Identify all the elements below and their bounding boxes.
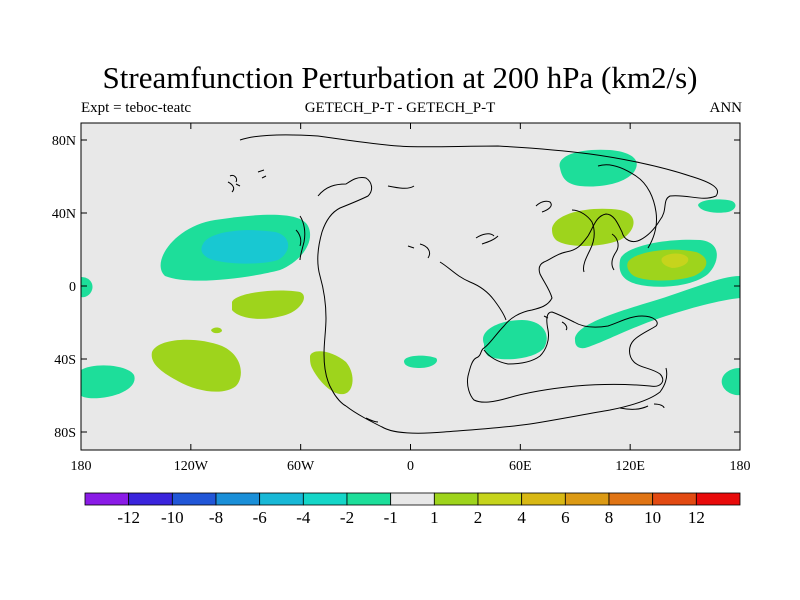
contour-neg-mid-atlantic	[404, 355, 438, 368]
colorbar-swatch	[128, 492, 173, 506]
colorbar-swatch	[695, 492, 741, 506]
colorbar-swatch	[652, 492, 697, 506]
colorbar-label: -6	[252, 508, 267, 527]
colorbar-swatch	[564, 492, 610, 506]
x-tick-label: 180	[71, 459, 92, 474]
colorbar-label: -8	[208, 508, 224, 527]
map-background	[81, 123, 740, 450]
colorbar-swatch	[477, 492, 523, 506]
colorbar-swatch	[302, 492, 348, 506]
contour-neg2-north-pacific	[201, 230, 289, 264]
coast-island-chain-1	[227, 169, 267, 193]
x-tick-label: 180	[730, 459, 751, 474]
colorbar-swatch	[84, 492, 130, 506]
coast-antarctic-fragments	[365, 403, 665, 423]
coastlines	[227, 134, 718, 434]
coast-island-east	[571, 209, 619, 273]
x-tick-label: 120W	[174, 459, 209, 474]
x-tick-label: 60E	[509, 459, 532, 474]
colorbar-swatch	[608, 492, 654, 506]
colorbar-label: 4	[517, 508, 526, 527]
colorbar-swatch	[521, 492, 566, 506]
x-tick-label: 120E	[615, 459, 645, 474]
season-label: ANN	[709, 100, 743, 116]
y-tick-label: 80S	[54, 426, 76, 441]
colorbar-swatch	[171, 492, 217, 506]
coast-east-arc	[597, 164, 657, 249]
colorbar-label: 1	[430, 508, 439, 527]
contour-pos-east-pacific	[232, 290, 304, 319]
x-tick-label: 0	[407, 459, 414, 474]
axis-ticks: 80N 40N 0 40S 80S 180 120W 60W 0 60E 120E 180	[52, 123, 751, 474]
model-label: GETECH_P-T - GETECH_P-T	[304, 100, 496, 116]
contour-neg-north-pacific-east	[698, 199, 736, 213]
coast-small-islands	[235, 183, 568, 331]
coast-island-chain-3	[295, 215, 306, 261]
contour-pos-south-america	[310, 351, 353, 395]
contour-neg-indian-band	[574, 276, 740, 349]
colorbar-label: -10	[160, 508, 184, 527]
contour-pos-tropical-pacific-small	[211, 327, 222, 334]
colorbar-label: -4	[296, 508, 311, 527]
contour-neg-north-asia	[559, 149, 637, 187]
colorbar	[84, 492, 741, 506]
y-tick-label: 0	[69, 280, 76, 295]
colorbar-swatch	[346, 492, 392, 506]
colorbar-label: 8	[604, 508, 614, 527]
colorbar-label: 12	[687, 508, 705, 527]
colorbar-swatch	[390, 492, 435, 506]
coast-south-landmass	[345, 367, 668, 434]
contour-fills	[81, 149, 740, 399]
colorbar-label: -12	[117, 508, 140, 527]
colorbar-swatch	[259, 492, 304, 506]
colorbar-label: -1	[383, 508, 398, 527]
y-tick-label: 40N	[52, 207, 76, 222]
y-tick-label: 40S	[54, 353, 76, 368]
coast-west-margin	[317, 177, 373, 407]
contour-pos2-west-pacific	[661, 253, 689, 268]
y-tick-label: 80N	[52, 134, 76, 149]
contour-neg-west-edge	[81, 277, 93, 298]
x-tick-label: 60W	[287, 459, 315, 474]
colorbar-label: -2	[339, 508, 355, 527]
coast-pangea-outline	[239, 134, 718, 403]
coast-inner-sea	[387, 185, 507, 321]
coast-island-chain-2	[475, 200, 552, 245]
contour-pos-south-pacific	[151, 339, 241, 392]
experiment-label: Expt = teboc-teatc	[81, 100, 192, 116]
colorbar-label: 10	[644, 508, 662, 527]
contour-neg-east-edge-south	[721, 368, 740, 396]
plot-title: Streamfunction Perturbation at 200 hPa (…	[102, 60, 698, 95]
contour-neg-south-pacific	[81, 365, 135, 399]
colorbar-label: 6	[561, 508, 570, 527]
colorbar-swatch	[215, 492, 261, 506]
colorbar-label: 2	[473, 508, 483, 527]
contour-neg-south-atlantic	[482, 320, 547, 360]
colorbar-swatch	[433, 492, 479, 506]
